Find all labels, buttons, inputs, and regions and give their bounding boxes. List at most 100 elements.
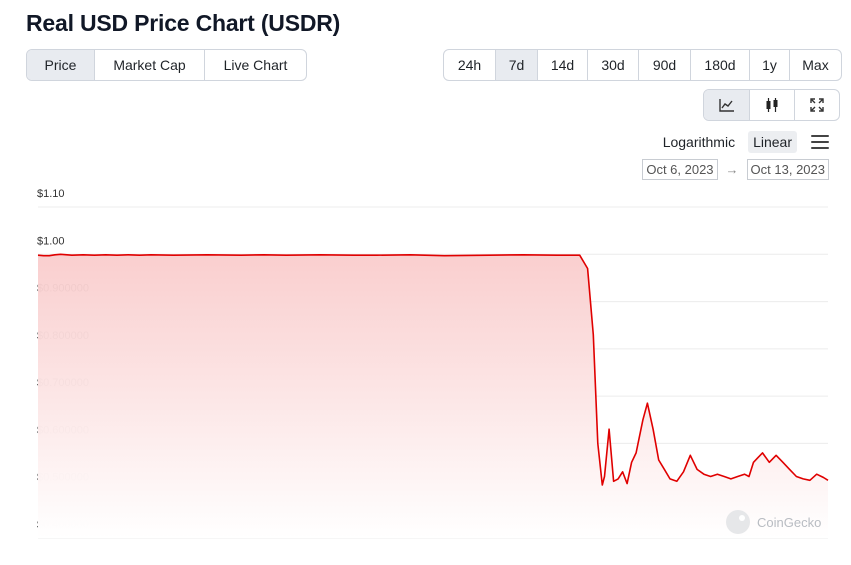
page-title: Real USD Price Chart (USDR) bbox=[26, 10, 341, 36]
data-point bbox=[592, 334, 594, 336]
data-point bbox=[730, 478, 732, 480]
range-14d[interactable]: 14d bbox=[537, 50, 587, 80]
watermark-text: CoinGecko bbox=[757, 515, 821, 530]
data-point bbox=[603, 475, 605, 477]
data-point bbox=[682, 471, 684, 473]
data-point bbox=[206, 254, 208, 256]
data-point bbox=[608, 428, 610, 430]
data-point bbox=[263, 254, 265, 256]
data-point bbox=[816, 473, 818, 475]
data-point bbox=[93, 254, 95, 256]
data-point bbox=[443, 255, 445, 257]
coingecko-logo-icon bbox=[726, 510, 750, 534]
data-point bbox=[716, 473, 718, 475]
data-point bbox=[48, 255, 50, 257]
price-area bbox=[38, 254, 828, 539]
data-point bbox=[597, 442, 599, 444]
data-point bbox=[353, 254, 355, 256]
data-point bbox=[579, 254, 581, 256]
scale-selector: Logarithmic Linear bbox=[658, 131, 829, 153]
data-point bbox=[630, 461, 632, 463]
tab-live-chart[interactable]: Live Chart bbox=[204, 50, 306, 80]
data-point bbox=[646, 402, 648, 404]
data-point bbox=[82, 254, 84, 256]
data-point bbox=[409, 254, 411, 256]
date-to-input[interactable]: Oct 13, 2023 bbox=[746, 159, 829, 180]
data-point bbox=[652, 428, 654, 430]
data-point bbox=[737, 475, 739, 477]
date-from-input[interactable]: Oct 6, 2023 bbox=[642, 159, 718, 180]
line-chart-button[interactable] bbox=[704, 90, 749, 120]
y-tick-label: $1.00 bbox=[37, 235, 65, 247]
data-point bbox=[709, 475, 711, 477]
data-point bbox=[809, 479, 811, 481]
metric-tabs: Price Market Cap Live Chart bbox=[26, 49, 307, 81]
date-range: Oct 6, 2023 → Oct 13, 2023 bbox=[642, 159, 829, 180]
data-point bbox=[138, 254, 140, 256]
data-point bbox=[522, 254, 524, 256]
data-point bbox=[822, 476, 824, 478]
data-point bbox=[586, 267, 588, 269]
data-point bbox=[59, 253, 61, 255]
data-point bbox=[782, 461, 784, 463]
data-point bbox=[319, 254, 321, 256]
data-point bbox=[601, 484, 603, 486]
data-point bbox=[689, 454, 691, 456]
data-point bbox=[556, 254, 558, 256]
data-point bbox=[757, 456, 759, 458]
data-point bbox=[612, 480, 614, 482]
data-point bbox=[827, 479, 829, 481]
arrow-right-icon: → bbox=[725, 162, 739, 177]
data-point bbox=[54, 254, 56, 256]
line-chart-icon bbox=[718, 99, 734, 112]
data-point bbox=[375, 254, 377, 256]
view-toggle bbox=[703, 89, 840, 121]
expand-icon bbox=[810, 98, 824, 112]
data-point bbox=[488, 254, 490, 256]
data-point bbox=[663, 468, 665, 470]
price-line bbox=[37, 253, 829, 486]
range-90d[interactable]: 90d bbox=[638, 50, 690, 80]
range-30d[interactable]: 30d bbox=[587, 50, 638, 80]
range-1y[interactable]: 1y bbox=[749, 50, 789, 80]
y-tick-label: $1.10 bbox=[37, 188, 65, 200]
data-point bbox=[788, 468, 790, 470]
data-point bbox=[127, 254, 129, 256]
data-point bbox=[150, 254, 152, 256]
data-point bbox=[42, 255, 44, 257]
data-point bbox=[761, 452, 763, 454]
tab-price[interactable]: Price bbox=[27, 50, 94, 80]
data-point bbox=[617, 478, 619, 480]
data-point bbox=[752, 461, 754, 463]
data-point bbox=[621, 471, 623, 473]
range-tabs: 24h 7d 14d 30d 90d 180d 1y Max bbox=[443, 49, 842, 81]
candlestick-button[interactable] bbox=[749, 90, 794, 120]
data-point bbox=[748, 475, 750, 477]
data-point bbox=[285, 254, 287, 256]
candlestick-icon bbox=[766, 98, 778, 112]
menu-icon[interactable] bbox=[811, 135, 829, 149]
scale-linear[interactable]: Linear bbox=[748, 131, 797, 153]
watermark: CoinGecko bbox=[726, 510, 821, 534]
data-point bbox=[768, 461, 770, 463]
data-point bbox=[658, 459, 660, 461]
tab-market-cap[interactable]: Market Cap bbox=[94, 50, 204, 80]
data-point bbox=[116, 254, 118, 256]
range-180d[interactable]: 180d bbox=[690, 50, 749, 80]
expand-button[interactable] bbox=[794, 90, 839, 120]
data-point bbox=[172, 254, 174, 256]
scale-logarithmic[interactable]: Logarithmic bbox=[662, 134, 736, 150]
coingecko-logo-eye-icon bbox=[739, 515, 745, 521]
range-24h[interactable]: 24h bbox=[457, 57, 482, 73]
data-point bbox=[802, 478, 804, 480]
data-point bbox=[669, 478, 671, 480]
data-point bbox=[37, 254, 39, 256]
data-point bbox=[723, 475, 725, 477]
data-point bbox=[642, 419, 644, 421]
data-point bbox=[696, 468, 698, 470]
range-max[interactable]: Max bbox=[789, 50, 841, 80]
data-point bbox=[795, 475, 797, 477]
data-point bbox=[676, 480, 678, 482]
range-7d[interactable]: 7d bbox=[495, 50, 537, 80]
